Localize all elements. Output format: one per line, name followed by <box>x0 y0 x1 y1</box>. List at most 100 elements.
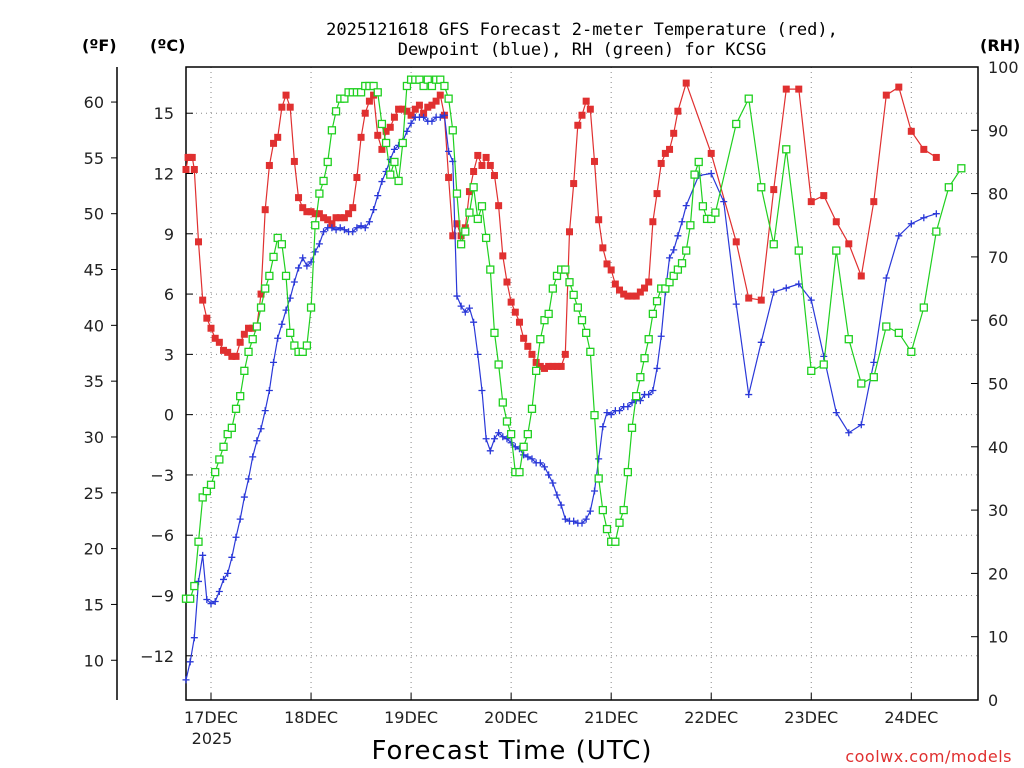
rh-point <box>498 398 507 407</box>
temperature-point <box>707 149 715 157</box>
dewpoint-point <box>320 228 328 236</box>
temperature-point <box>424 103 432 111</box>
temperature-point <box>286 103 294 111</box>
temperature-point <box>670 129 678 137</box>
rh-point <box>315 189 324 198</box>
temperature-point <box>211 334 219 342</box>
dewpoint-point <box>845 429 853 437</box>
dewpoint-point <box>670 246 678 254</box>
temperature-point <box>565 228 573 236</box>
rh-point <box>594 474 603 483</box>
dewpoint-point <box>257 425 265 433</box>
celsius-tick-label: −3 <box>150 466 174 485</box>
rh-point <box>690 170 699 179</box>
temperature-point <box>532 358 540 366</box>
rh-point <box>327 126 337 135</box>
temperature-point <box>607 266 615 274</box>
temperature-point <box>599 244 607 252</box>
rh-point <box>669 271 678 281</box>
temperature-point <box>240 330 248 338</box>
dewpoint-point <box>495 429 503 437</box>
temperature-point <box>270 139 278 147</box>
temperature-point <box>882 91 890 99</box>
temperature-point <box>507 298 515 306</box>
fahrenheit-tick-label: 25 <box>84 484 104 503</box>
rh-point <box>602 524 612 534</box>
rh-point <box>677 259 687 268</box>
temperature-point <box>595 216 603 224</box>
dewpoint-point <box>195 577 203 585</box>
dewpoint-point <box>486 447 494 455</box>
rh-point <box>757 183 766 192</box>
rh-unit-label: (RH) <box>980 36 1020 55</box>
temperature-point <box>411 105 419 113</box>
temperature-point <box>378 145 386 153</box>
rh-point <box>223 429 232 439</box>
temperature-point <box>574 121 582 129</box>
rh-point <box>552 271 562 281</box>
temperature-point <box>524 342 532 350</box>
chart-title-line-2: Dewpoint (blue), RH (green) for KCSG <box>398 40 766 60</box>
rh-tick-label: 20 <box>988 564 1008 583</box>
rh-point <box>732 119 741 129</box>
rh-point <box>527 404 537 413</box>
rh-point <box>423 75 432 84</box>
dewpoint-point <box>274 334 282 342</box>
temperature-point <box>265 161 273 169</box>
rh-point <box>644 335 653 344</box>
dewpoint-point <box>340 226 348 234</box>
fahrenheit-tick-label: 10 <box>84 651 104 670</box>
rh-point <box>561 265 570 274</box>
fahrenheit-tick-label: 50 <box>84 205 104 224</box>
temperature-point <box>195 238 203 246</box>
rh-point <box>461 227 470 236</box>
rh-point <box>869 373 878 382</box>
temperature-point <box>349 204 357 212</box>
temperature-point <box>561 350 569 358</box>
temperature-point <box>511 308 519 316</box>
dewpoint-point <box>370 206 378 214</box>
dewpoint-point <box>465 304 473 312</box>
rh-point <box>265 271 274 281</box>
temperature-point <box>661 149 669 157</box>
dewpoint-point <box>353 224 361 232</box>
rh-point <box>415 75 424 84</box>
rh-point <box>661 284 670 293</box>
rh-point <box>369 81 378 91</box>
dewpoint-point <box>832 409 840 417</box>
temperature-point <box>403 107 411 115</box>
rh-point <box>286 328 295 338</box>
rh-point <box>244 347 253 357</box>
dewpoint-point <box>507 439 515 447</box>
temperature-point <box>845 240 853 248</box>
rh-point <box>256 303 266 312</box>
rh-point <box>919 303 928 312</box>
dewpoint-point <box>745 391 753 399</box>
temperature-point <box>582 97 590 105</box>
dewpoint-point <box>278 320 286 328</box>
dewpoint-point <box>720 198 728 206</box>
temperature-point <box>632 292 640 300</box>
temperature-point <box>649 218 657 226</box>
rh-point <box>398 138 407 148</box>
rh-point <box>619 505 628 515</box>
series-relative-humidity <box>181 75 966 603</box>
rh-point <box>394 176 403 186</box>
rh-tick-label: 70 <box>988 248 1008 267</box>
rh-point <box>632 392 641 401</box>
temperature-point <box>257 290 265 298</box>
rh-point <box>456 240 466 249</box>
temperature-point <box>520 334 528 342</box>
dewpoint-point <box>240 493 248 501</box>
rh-point <box>577 316 587 325</box>
celsius-tick-label: 0 <box>164 406 174 425</box>
temperature-point <box>641 284 649 292</box>
rh-point <box>857 379 866 388</box>
temperature-point <box>528 350 536 358</box>
dewpoint-point <box>645 391 653 399</box>
x-tick-label: 21DEC <box>584 708 638 727</box>
rh-point <box>932 227 941 236</box>
rh-point <box>590 410 599 420</box>
temperature-point <box>832 218 840 226</box>
temperature-point <box>495 202 503 210</box>
